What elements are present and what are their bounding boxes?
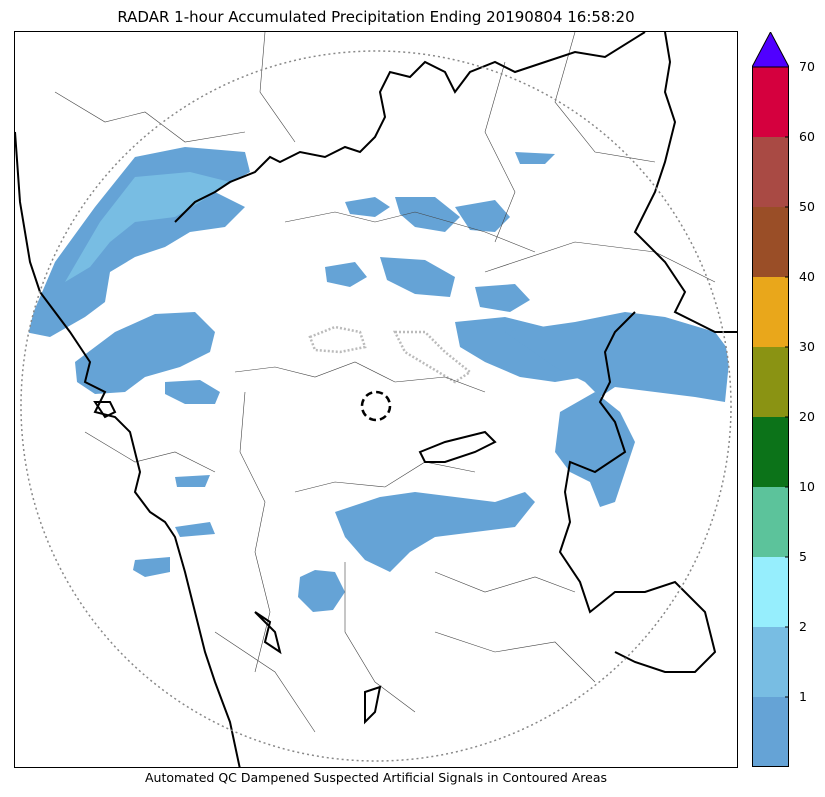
precip-east-band — [505, 312, 730, 402]
precip-mid-2 — [380, 257, 455, 297]
colorbar-band — [752, 487, 789, 557]
precip-west-small-2 — [175, 522, 215, 537]
precip-nw-light — [65, 172, 230, 282]
colorbar-tick-label: 2 — [799, 619, 807, 634]
colorbar-tick-label: 60 — [799, 129, 815, 144]
precip-west-small-3 — [133, 557, 170, 577]
radar-map-canvas — [15, 32, 737, 767]
border-east-2 — [558, 311, 717, 673]
colorbar-tick-label: 20 — [799, 409, 815, 424]
colorbar-svg — [751, 30, 790, 767]
colorbar-band — [752, 697, 789, 767]
chart-title: RADAR 1-hour Accumulated Precipitation E… — [117, 8, 635, 26]
border-west-coast — [15, 131, 241, 767]
colorbar-extend-triangle — [751, 30, 790, 68]
precip-north-1 — [345, 197, 390, 217]
colorbar-tick-label: 5 — [799, 549, 807, 564]
qc-contour-1 — [308, 325, 367, 354]
border-inner-4 — [93, 401, 117, 419]
colorbar-band — [752, 627, 789, 697]
precip-mid-3 — [475, 284, 530, 312]
qc-contours — [308, 325, 473, 384]
colorbar-band — [752, 277, 789, 347]
border-north — [174, 32, 646, 223]
radar-range-ring — [20, 50, 732, 762]
precip-south-blob — [298, 570, 345, 612]
precip-north-4 — [515, 152, 555, 164]
precip-nw-band — [25, 147, 250, 337]
precip-mid-1 — [325, 262, 367, 287]
colorbar-tick-label: 70 — [799, 59, 815, 74]
colorbar-tick-label: 30 — [799, 339, 815, 354]
colorbar-band — [752, 137, 789, 207]
colorbar-band — [752, 207, 789, 277]
colorbar-band — [752, 557, 789, 627]
border-inner-2 — [254, 611, 282, 655]
colorbar — [751, 30, 790, 767]
radar-site-marker — [360, 390, 392, 422]
precip-west-band — [75, 312, 215, 394]
colorbar-tick-label: 50 — [799, 199, 815, 214]
border-inner-3 — [364, 685, 382, 725]
border-inner-1 — [418, 430, 497, 463]
colorbar-band — [752, 67, 789, 137]
colorbar-tick-label: 1 — [799, 689, 807, 704]
admin-borders — [54, 32, 716, 733]
border-east — [633, 32, 737, 333]
colorbar-tick-label: 40 — [799, 269, 815, 284]
state-borders — [15, 32, 737, 767]
qc-contour-2 — [392, 330, 473, 384]
precip-east-south — [555, 392, 635, 507]
precip-north-2 — [395, 197, 460, 232]
footnote: Automated QC Dampened Suspected Artifici… — [144, 770, 608, 785]
colorbar-tick-label: 10 — [799, 479, 815, 494]
precipitation-echoes — [25, 147, 730, 612]
precip-north-3 — [455, 200, 510, 232]
precip-south-band — [335, 492, 535, 572]
precip-west-2 — [165, 380, 220, 404]
colorbar-band — [752, 347, 789, 417]
radar-map — [14, 31, 738, 768]
precip-west-small-1 — [175, 475, 210, 487]
colorbar-band — [752, 417, 789, 487]
